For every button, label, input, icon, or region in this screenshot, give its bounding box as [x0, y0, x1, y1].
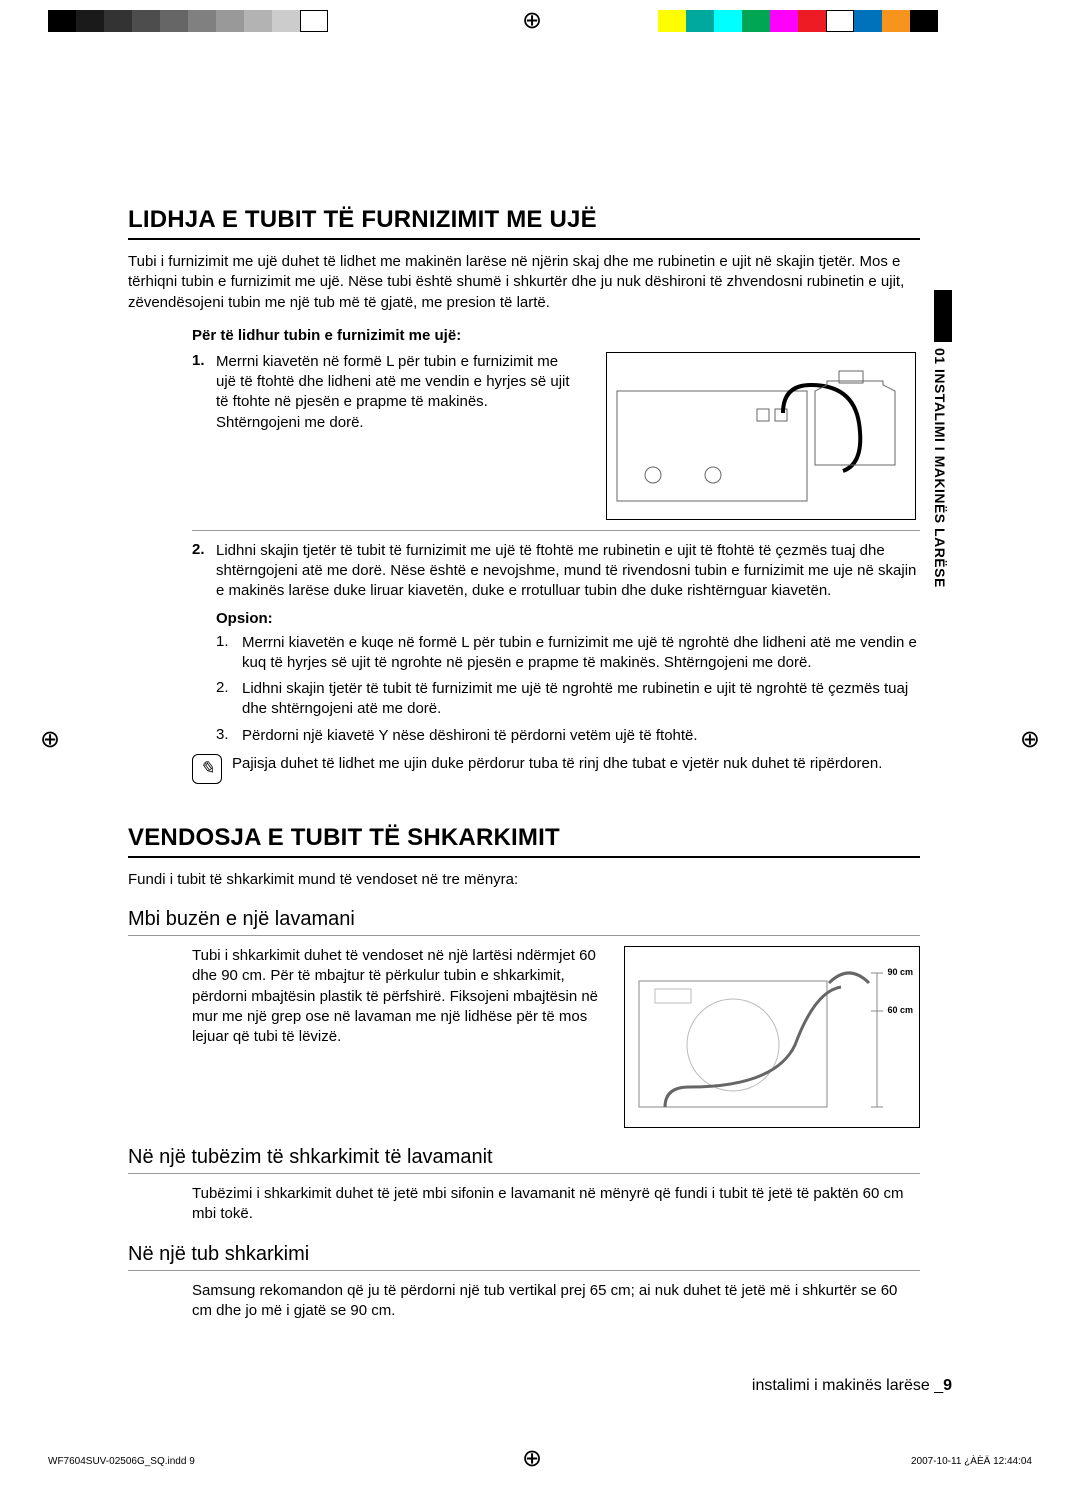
color-swatch: [188, 10, 216, 32]
color-swatch: [216, 10, 244, 32]
option-heading: Opsion:: [216, 610, 920, 627]
color-swatch: [272, 10, 300, 32]
step-1-text: Merrni kiavetën në formë L për tubin e f…: [216, 352, 570, 433]
divider: [192, 530, 920, 531]
page-footer: instalimi i makinës larëse _9: [752, 1377, 952, 1395]
print-filename: WF7604SUV-02506G_SQ.indd 9: [48, 1456, 195, 1467]
figure-water-supply: [606, 352, 916, 520]
color-swatch: [300, 10, 328, 32]
color-swatch: [770, 10, 798, 32]
color-swatch: [742, 10, 770, 32]
color-swatch: [658, 10, 686, 32]
color-swatch: [132, 10, 160, 32]
step-2-text: Lidhni skajin tjetër të tubit të furnizi…: [216, 541, 920, 602]
registration-mark-icon: ⊕: [40, 725, 60, 754]
subsection-2-body: Tubëzimi i shkarkimit duhet të jetë mbi …: [192, 1184, 920, 1225]
color-swatch: [826, 10, 854, 32]
step-number: 2.: [192, 541, 216, 602]
page-number: 9: [943, 1377, 952, 1394]
subsection-1-body: Tubi i shkarkimit duhet të vendoset në n…: [192, 946, 604, 1047]
figure-label-90: 90 cm: [887, 967, 913, 977]
option-3-text: Përdorni një kiavetë Y nëse dëshironi të…: [242, 726, 920, 746]
registration-mark-icon: ⊕: [522, 1444, 542, 1473]
option-2-text: Lidhni skajin tjetër të tubit të furnizi…: [242, 679, 920, 720]
option-number: 3.: [216, 726, 242, 746]
option-1-text: Merrni kiavetën e kuqe në formë L për tu…: [242, 633, 920, 674]
step-number: 1.: [192, 352, 216, 433]
print-timestamp: 2007-10-11 ¿ÀÈÄ 12:44:04: [911, 1456, 1032, 1467]
registration-mark-icon: ⊕: [522, 6, 542, 35]
color-swatch: [882, 10, 910, 32]
registration-mark-icon: ⊕: [1020, 725, 1040, 754]
option-number: 1.: [216, 633, 242, 674]
color-swatch: [714, 10, 742, 32]
section-1-title: LIDHJA E TUBIT TË FURNIZIMIT ME UJË: [128, 206, 920, 240]
option-number: 2.: [216, 679, 242, 720]
section-2-intro: Fundi i tubit të shkarkimit mund të vend…: [128, 870, 920, 890]
color-swatch: [686, 10, 714, 32]
subsection-3-body: Samsung rekomandon që ju të përdorni një…: [192, 1281, 920, 1322]
color-swatch: [48, 10, 76, 32]
figure-drain-hose: 90 cm 60 cm: [624, 946, 920, 1128]
section-2-title: VENDOSJA E TUBIT TË SHKARKIMIT: [128, 824, 920, 858]
subsection-3-title: Në një tub shkarkimi: [128, 1243, 920, 1271]
section-1-intro: Tubi i furnizimit me ujë duhet të lidhet…: [128, 252, 920, 313]
color-swatch: [854, 10, 882, 32]
section-side-tab: 01 INSTALIMI I MAKINËS LARËSE: [922, 290, 952, 588]
color-swatch: [76, 10, 104, 32]
figure-label-60: 60 cm: [887, 1005, 913, 1015]
color-swatch: [244, 10, 272, 32]
color-swatch: [910, 10, 938, 32]
color-swatch: [798, 10, 826, 32]
side-tab-label: 01 INSTALIMI I MAKINËS LARËSE: [932, 348, 948, 588]
footer-text: instalimi i makinës larëse _: [752, 1377, 943, 1394]
color-swatch: [104, 10, 132, 32]
color-swatch: [160, 10, 188, 32]
section-1-subhead: Për të lidhur tubin e furnizimit me ujë:: [192, 327, 920, 344]
note-text: Pajisja duhet të lidhet me ujin duke për…: [232, 754, 882, 784]
subsection-1-title: Mbi buzën e një lavamani: [128, 908, 920, 936]
note-icon: ✎: [192, 754, 222, 784]
subsection-2-title: Në një tubëzim të shkarkimit të lavamani…: [128, 1146, 920, 1174]
